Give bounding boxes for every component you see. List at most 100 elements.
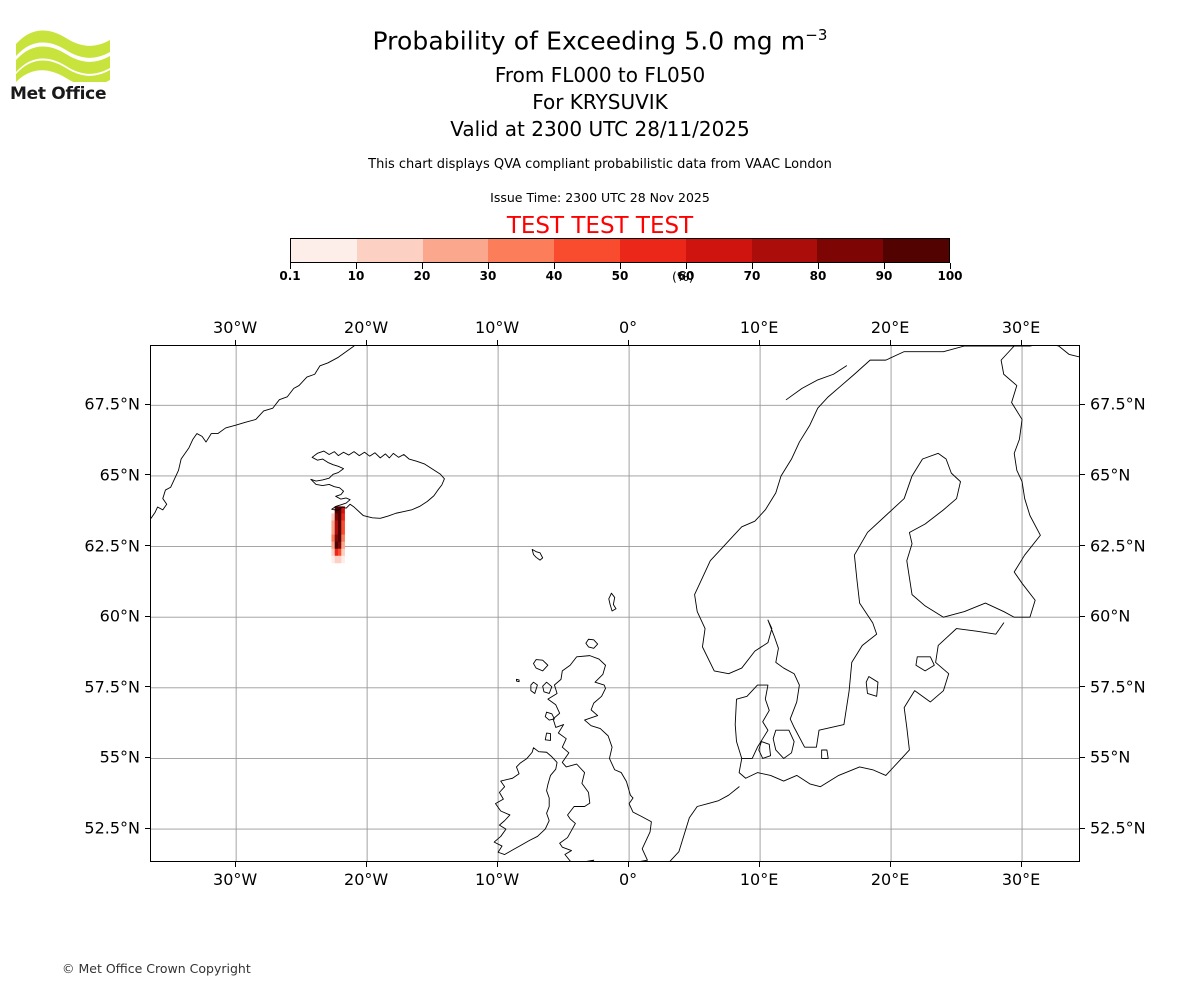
axis-tick <box>1080 474 1085 476</box>
colorbar-tick <box>751 263 753 269</box>
colorbar-band-2 <box>422 239 489 262</box>
germany-netherlands-coast <box>669 786 740 861</box>
colorbar-band-0 <box>291 239 357 262</box>
axis-tick <box>758 862 760 867</box>
page-title: Probability of Exceeding 5.0 mg m−3 <box>0 26 1200 55</box>
continental-coast <box>738 622 1005 788</box>
colorbar-gradient <box>290 238 950 263</box>
plume-cell <box>341 555 345 564</box>
test-banner: TEST TEST TEST <box>506 213 694 239</box>
colorbar-tick-label: 0.1 <box>279 269 301 283</box>
lat-label-left: 52.5°N <box>84 818 140 838</box>
page-title-exponent: −3 <box>805 26 828 44</box>
lon-label-bottom: 30°W <box>213 870 258 889</box>
lon-label-top: 30°E <box>1001 318 1041 337</box>
volcano-name: For KRYSUVIK <box>532 90 668 114</box>
axis-tick <box>627 340 629 345</box>
ash-plume-layer <box>331 506 345 564</box>
colorbar-tick-label: 70 <box>743 269 761 283</box>
lon-label-bottom: 20°E <box>870 870 910 889</box>
lat-label-right: 62.5°N <box>1090 536 1146 556</box>
colorbar-band-3 <box>488 239 555 262</box>
colorbar-tick-label: 30 <box>479 269 497 283</box>
colorbar-tick <box>289 263 291 269</box>
axis-tick <box>1020 862 1022 867</box>
colorbar-tick-labels: 0.1 10 20 30 40 50 60 70 80 90 100 <box>279 269 962 285</box>
colorbar-tick <box>487 263 489 269</box>
axis-tick <box>627 862 629 867</box>
plume-cell <box>337 513 342 521</box>
orkney <box>585 638 599 649</box>
lon-label-bottom: 30°E <box>1001 870 1041 889</box>
plume-cell <box>337 548 342 557</box>
plume-cell <box>341 548 345 557</box>
axis-tick <box>145 756 150 758</box>
colorbar-tick <box>949 263 951 269</box>
colorbar-band-4 <box>554 239 620 262</box>
saaremaa <box>915 656 935 672</box>
colorbar-band-7 <box>751 239 818 262</box>
valid-time: Valid at 2300 UTC 28/11/2025 <box>450 117 750 141</box>
greenland-coast <box>151 346 355 519</box>
colorbar-tick-label: 40 <box>545 269 563 283</box>
plume-cell <box>334 555 339 564</box>
denmark-zealand <box>772 729 795 759</box>
map-container: 30°W 30°W 20°W 20°W 10°W 10°W 0° 0° 10°E 10°E 20°E… <box>84 318 1145 889</box>
colorbar-band-5 <box>619 239 686 262</box>
axis-tick <box>1080 545 1085 547</box>
axis-tick <box>889 862 891 867</box>
axis-tick <box>365 340 367 345</box>
plume-cell <box>331 527 336 535</box>
lon-label-top: 10°E <box>739 318 779 337</box>
axis-tick <box>1020 340 1022 345</box>
axis-tick <box>1080 686 1085 688</box>
colorbar-tick <box>685 263 687 269</box>
denmark-funen <box>758 741 772 759</box>
plume-cell <box>341 534 345 543</box>
colorbar-tick <box>817 263 819 269</box>
plume-cell <box>337 520 342 528</box>
colorbar-band-6 <box>685 239 752 262</box>
colorbar-band-1 <box>356 239 423 262</box>
colorbar-tick <box>883 263 885 269</box>
plume-cell <box>341 541 345 550</box>
axis-tick <box>145 686 150 688</box>
colorbar-unit-label: (%) <box>672 269 694 284</box>
copyright-footer: © Met Office Crown Copyright <box>62 961 251 976</box>
colorbar-tick-label: 10 <box>347 269 365 283</box>
map-canvas <box>151 346 1079 861</box>
islay <box>544 732 551 741</box>
axis-tick <box>365 862 367 867</box>
colorbar-tick-label: 50 <box>611 269 629 283</box>
flight-level-range: From FL000 to FL050 <box>494 63 706 87</box>
lat-label-right: 67.5°N <box>1090 394 1146 414</box>
lon-label-bottom: 10°E <box>739 870 779 889</box>
colorbar-tick <box>355 263 357 269</box>
plume-cell <box>334 534 339 543</box>
colorbar-band-9 <box>883 239 949 262</box>
lat-label-right: 52.5°N <box>1090 818 1146 838</box>
lon-label-bottom: 10°W <box>475 870 520 889</box>
qva-note: This chart displays QVA compliant probab… <box>368 157 832 172</box>
plume-cell <box>331 548 336 557</box>
lon-label-top: 30°W <box>213 318 258 337</box>
axis-tick <box>145 615 150 617</box>
axis-tick <box>234 340 236 345</box>
lat-label-left: 62.5°N <box>84 536 140 556</box>
lon-label-top: 20°W <box>344 318 389 337</box>
map-plot-frame <box>150 345 1080 862</box>
lat-label-right: 60°N <box>1090 606 1131 626</box>
colorbar-tick-label: 20 <box>413 269 431 283</box>
plume-cell <box>334 520 339 528</box>
denmark-jutland <box>734 684 770 759</box>
gotland <box>865 676 879 697</box>
axis-tick <box>889 340 891 345</box>
plume-cell <box>337 506 342 514</box>
axis-tick <box>145 474 150 476</box>
outer-hebrides-s <box>530 681 538 694</box>
lon-label-top: 20°E <box>870 318 910 337</box>
axis-tick <box>1080 615 1085 617</box>
axis-tick <box>1080 827 1085 829</box>
lon-label-top: 0° <box>619 318 638 337</box>
plume-cell <box>341 506 345 514</box>
